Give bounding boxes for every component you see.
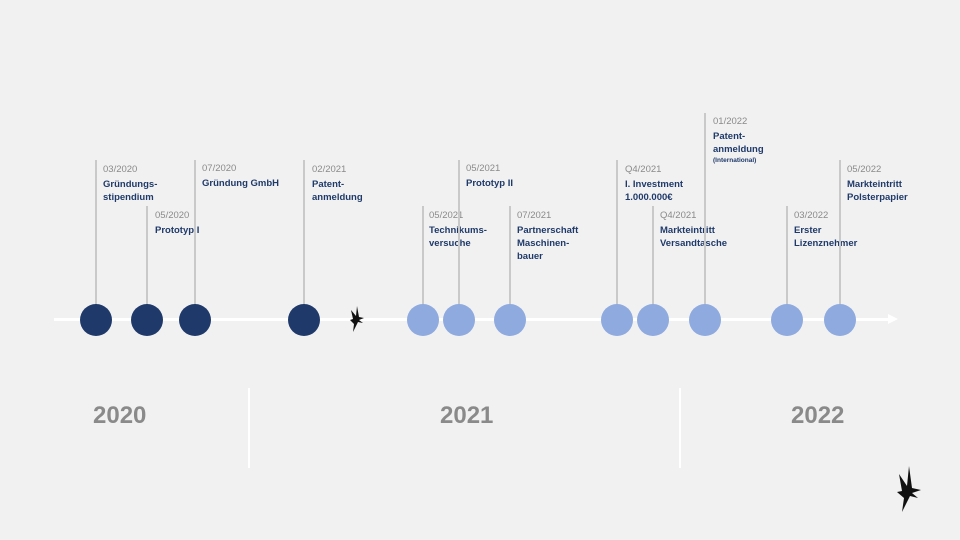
milestone-date: 07/2021 — [517, 210, 552, 221]
milestone-dot — [179, 304, 211, 336]
year-label-2020: 2020 — [93, 402, 147, 429]
year-separator — [248, 388, 250, 468]
milestone-title: Markteintritt Versandtasche — [660, 225, 728, 249]
milestone-label: 07/2021 Partnerschaft Maschinen- bauer — [517, 209, 578, 263]
year-label-2022: 2022 — [791, 402, 845, 429]
milestone-stem — [786, 206, 788, 320]
milestone-title: Prototyp II — [466, 178, 513, 189]
milestone-dot — [637, 304, 669, 336]
milestone-dot — [288, 304, 320, 336]
milestone-title: Partnerschaft Maschinen- bauer — [517, 225, 579, 262]
milestone-date: Q4/2021 — [625, 164, 662, 175]
milestone-title: Prototyp I — [155, 225, 200, 236]
milestone-title: I. Investment 1.000.000€ — [625, 179, 684, 203]
milestone-stem — [303, 160, 305, 320]
milestone-stem — [652, 206, 654, 320]
milestone-dot — [601, 304, 633, 336]
milestone-stem — [422, 206, 424, 320]
milestone-label: Q4/2021 Markteintritt Versandtasche — [660, 209, 727, 250]
milestone-title: Markteintritt Polsterpapier — [847, 179, 908, 203]
milestone-note: (International) — [713, 157, 757, 164]
milestone-stem — [509, 206, 511, 320]
milestone-dot — [771, 304, 803, 336]
milestone-label: Q4/2021 I. Investment 1.000.000€ — [625, 163, 683, 204]
milestone-stem — [194, 160, 196, 320]
milestone-date: 05/2022 — [847, 164, 882, 175]
milestone-date: 02/2021 — [312, 164, 347, 175]
milestone-stem — [839, 160, 841, 320]
milestone-dot — [494, 304, 526, 336]
milestone-dot — [689, 304, 721, 336]
milestone-dot — [80, 304, 112, 336]
hummingbird-logo-icon — [897, 466, 921, 512]
milestone-label: 07/2020 Gründung GmbH — [202, 162, 279, 190]
milestone-date: 03/2020 — [103, 164, 138, 175]
milestone-stem — [146, 206, 148, 320]
milestone-dot — [443, 304, 475, 336]
milestone-label: 05/2021 Technikums- versuche — [429, 209, 487, 250]
milestone-stem — [95, 160, 97, 320]
milestone-stem — [616, 160, 618, 320]
milestone-stem — [458, 160, 460, 320]
milestone-label: 05/2021 Prototyp II — [466, 162, 513, 190]
milestone-date: 05/2020 — [155, 210, 190, 221]
milestone-title: Patent- anmeldung — [713, 131, 764, 155]
milestone-stem — [704, 113, 706, 320]
milestone-date: 01/2022 — [713, 116, 748, 127]
year-separator — [679, 388, 681, 468]
milestone-dot — [131, 304, 163, 336]
milestone-label: 03/2020 Gründungs- stipendium — [103, 163, 157, 204]
year-label-2021: 2021 — [440, 402, 494, 429]
milestone-date: 05/2021 — [466, 163, 501, 174]
milestone-date: Q4/2021 — [660, 210, 697, 221]
milestone-label: 03/2022 Erster Lizenznehmer — [794, 209, 857, 250]
milestone-date: 03/2022 — [794, 210, 829, 221]
milestone-date: 07/2020 — [202, 163, 237, 174]
milestone-date: 05/2021 — [429, 210, 464, 221]
milestone-title: Technikums- versuche — [429, 225, 487, 249]
milestone-label: 05/2022 Markteintritt Polsterpapier — [847, 163, 908, 204]
timeline-arrow-icon — [888, 314, 898, 324]
milestone-title: Patent- anmeldung — [312, 179, 363, 203]
milestone-label: 01/2022 Patent- anmeldung (International) — [713, 115, 764, 166]
milestone-dot — [407, 304, 439, 336]
milestone-label: 05/2020 Prototyp I — [155, 209, 199, 237]
hummingbird-icon — [350, 306, 364, 332]
milestone-label: 02/2021 Patent- anmeldung — [312, 163, 363, 204]
milestone-title: Erster Lizenznehmer — [794, 225, 858, 249]
milestone-title: Gründungs- stipendium — [103, 179, 158, 203]
milestone-title: Gründung GmbH — [202, 178, 280, 189]
milestone-dot — [824, 304, 856, 336]
